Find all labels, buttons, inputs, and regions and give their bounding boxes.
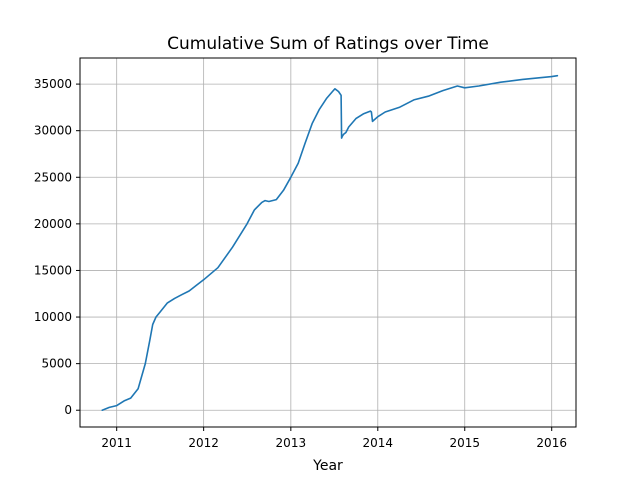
axes <box>76 57 577 431</box>
y-tick-label: 10000 <box>34 310 72 324</box>
y-tick-label: 30000 <box>34 124 72 138</box>
y-tick-label: 5000 <box>41 357 72 371</box>
x-tick-label: 2016 <box>536 436 567 450</box>
y-tick-label: 0 <box>64 403 72 417</box>
y-tick-label: 35000 <box>34 77 72 91</box>
x-tick-label: 2013 <box>276 436 307 450</box>
plot-frame <box>79 57 577 428</box>
x-axis-label: Year <box>312 458 343 474</box>
x-tick-label: 2014 <box>363 436 394 450</box>
series-layer <box>101 74 559 412</box>
y-tick-label: 15000 <box>34 263 72 277</box>
x-tick-label: 2015 <box>449 436 480 450</box>
series-line <box>101 74 559 412</box>
y-tick-label: 25000 <box>34 170 72 184</box>
x-tick-label: 2011 <box>101 436 132 450</box>
grid <box>80 58 576 427</box>
x-tick-label: 2012 <box>188 436 219 450</box>
y-tick-label: 20000 <box>34 217 72 231</box>
tick-labels: 2011 2012 2013 2014 2015 2016 0 5000 10000 15000 2… <box>34 77 567 450</box>
chart-title: Cumulative Sum of Ratings over Time <box>167 34 489 54</box>
